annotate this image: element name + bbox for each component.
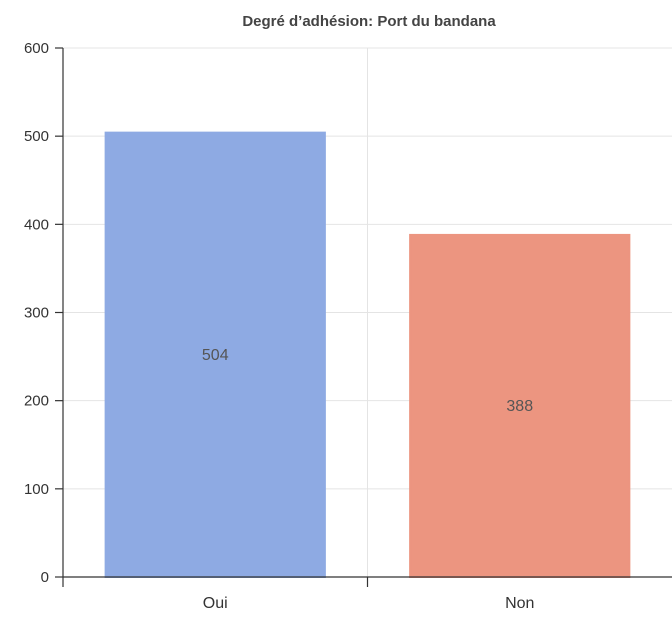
- y-tick-label-200: 200: [24, 393, 49, 410]
- x-tick-label-oui: Oui: [203, 595, 228, 612]
- data-label-oui: 504: [202, 347, 229, 364]
- x-tick-label-non: Non: [505, 595, 534, 612]
- y-tick-label-400: 400: [24, 216, 49, 233]
- labels: 0 100 200 300 400 500 600 504 Oui 388 Non: [24, 40, 534, 612]
- y-tick-label-600: 600: [24, 40, 49, 57]
- chart-title: Degré d’adhésion: Port du bandana: [242, 13, 496, 30]
- bar-non[interactable]: [409, 233, 631, 578]
- y-tick-label-0: 0: [41, 569, 49, 586]
- y-tick-label-500: 500: [24, 128, 49, 145]
- y-tick-label-300: 300: [24, 305, 49, 322]
- data-label-non: 388: [506, 398, 533, 415]
- y-tick-label-100: 100: [24, 481, 49, 498]
- axes: [55, 47, 672, 587]
